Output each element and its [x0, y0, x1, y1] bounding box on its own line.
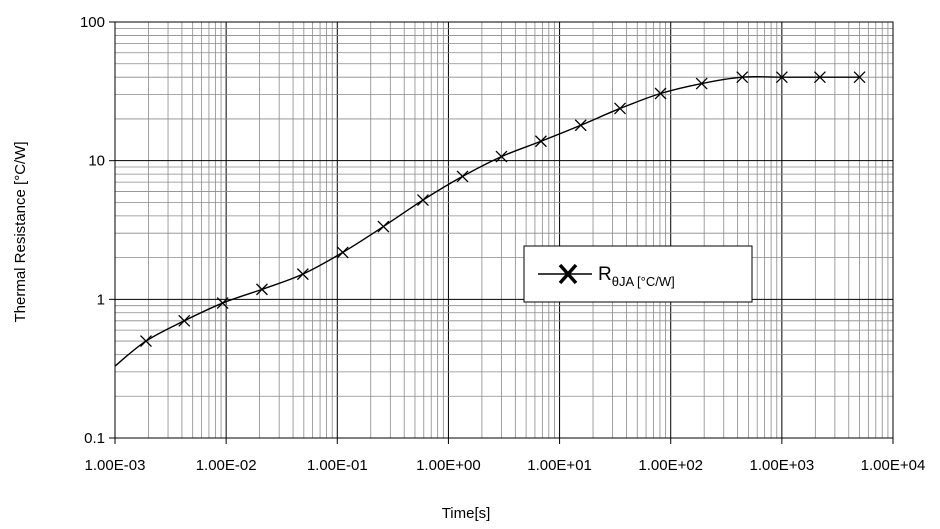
- data-point-marker: [495, 150, 508, 163]
- data-point-marker: [736, 71, 749, 84]
- legend-x-marker-icon: [558, 263, 578, 285]
- y-tick-label: 1: [97, 291, 105, 308]
- marker-stroke: [614, 102, 627, 115]
- legend-label-main: R: [598, 264, 612, 285]
- x-tick-label: 1.00E+01: [527, 457, 592, 474]
- data-point-marker: [336, 246, 349, 259]
- x-axis-title: Time[s]: [442, 505, 491, 522]
- data-point-marker: [377, 220, 390, 233]
- y-tick-label: 10: [88, 153, 105, 170]
- x-tick-label: 1.00E+04: [861, 457, 926, 474]
- marker-stroke: [140, 335, 152, 348]
- marker-stroke: [495, 150, 508, 163]
- x-tick-label: 1.00E+00: [416, 457, 481, 474]
- marker-stroke: [255, 283, 268, 296]
- data-point-marker: [853, 71, 866, 84]
- legend-label: RθJA [°C/W]: [598, 264, 675, 289]
- legend-label-subscript: θJA [°C/W]: [612, 274, 675, 289]
- data-point-marker: [456, 170, 469, 183]
- x-tick-label: 1.00E-03: [85, 457, 146, 474]
- data-point-marker: [574, 119, 587, 132]
- marker-stroke: [534, 135, 547, 148]
- x-tick-label: 1.00E+02: [638, 457, 703, 474]
- marker-stroke: [296, 268, 309, 281]
- marker-stroke: [417, 194, 429, 207]
- data-point-marker: [255, 283, 268, 296]
- y-tick-label: 0.1: [84, 430, 105, 447]
- marker-stroke: [853, 71, 866, 84]
- x-axis-ticks: 1.00E-03 1.00E-02 1.00E-01 1.00E+00 1.00E+01…: [85, 438, 926, 474]
- data-point-marker: [813, 71, 826, 84]
- data-point-marker: [140, 335, 152, 348]
- y-axis-title: Thermal Resistance [°C/W]: [12, 141, 29, 322]
- marker-stroke: [775, 71, 788, 84]
- x-tick-label: 1.00E-01: [307, 457, 368, 474]
- data-point-marker: [534, 135, 547, 148]
- data-point-marker: [216, 297, 229, 310]
- marker-stroke: [574, 119, 587, 132]
- data-point-marker: [417, 194, 429, 207]
- series-line-rthja: [114, 76, 860, 367]
- data-point-marker: [775, 71, 788, 84]
- plot-area-frame: [114, 21, 894, 439]
- marker-stroke: [216, 297, 229, 310]
- data-point-marker: [654, 87, 667, 100]
- data-point-marker: [296, 268, 309, 281]
- y-tick-label: 100: [80, 14, 105, 31]
- marker-stroke: [336, 246, 349, 259]
- legend: RθJA [°C/W]: [523, 245, 753, 303]
- data-point-marker: [614, 102, 627, 115]
- x-tick-label: 1.00E+03: [750, 457, 815, 474]
- x-tick-label: 1.00E-02: [196, 457, 257, 474]
- marker-stroke: [654, 87, 667, 100]
- marker-stroke: [813, 71, 826, 84]
- marker-stroke: [178, 314, 191, 327]
- marker-stroke: [736, 71, 749, 84]
- marker-stroke: [377, 220, 390, 233]
- series-markers: [140, 71, 866, 348]
- marker-stroke: [456, 170, 469, 183]
- data-point-marker: [178, 314, 191, 327]
- marker-stroke: [695, 77, 708, 90]
- grid-lines: [115, 22, 893, 438]
- y-axis-ticks: 0.1 1 10 100: [80, 14, 115, 447]
- data-point-marker: [695, 77, 708, 90]
